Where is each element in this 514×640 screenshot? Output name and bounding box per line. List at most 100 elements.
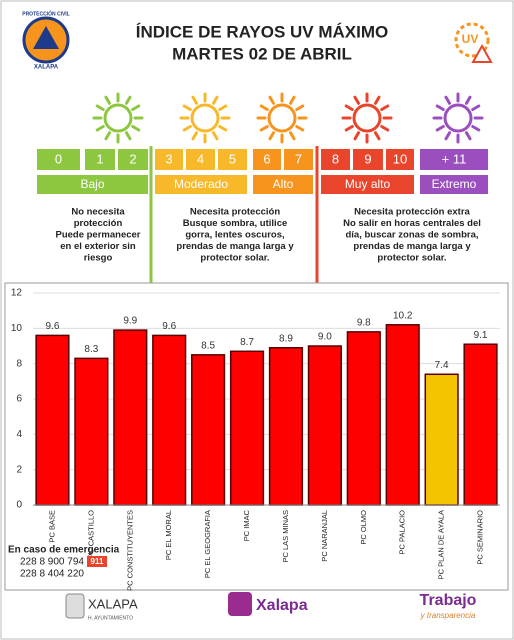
value-label: 8.3 [84,344,98,355]
value-label: 7.4 [435,360,449,371]
footer-right-sub: y transparencia [420,611,476,620]
level-name: Moderado [174,177,228,191]
footer-right: Trabajo [420,592,477,609]
x-tick-label: PC OLMO [359,510,368,545]
y-tick-label: 4 [16,429,22,440]
sun-ray [218,104,228,111]
bar [385,324,420,506]
advice-line: No salir en horas centrales del [343,218,481,229]
x-tick-label: PC CONSTITUYENTES [125,510,134,591]
sun-ray [380,125,390,132]
scale-step-label: 1 [96,151,103,166]
sun-ray [259,104,269,111]
scale-step-label: 10 [393,151,407,166]
sun-ray [95,104,105,111]
advice-line: riesgo [84,253,113,264]
sun [103,103,133,133]
emergency-badge-bg [87,556,107,567]
value-label: 9.6 [46,321,60,332]
scale-step-label: 2 [129,151,136,166]
x-tick-label: PC BASE [47,510,56,543]
level-band [155,175,247,194]
advice-line: prendas de manga larga y [176,241,294,252]
bar [307,345,342,506]
bar [229,350,265,506]
x-tick-label: PC EL GEOGRAFIA [203,510,212,578]
x-tick-label: PC CASTILLO [86,510,95,559]
advice-line: Necesita protección extra [354,207,470,218]
sun-ray [131,104,141,111]
advice-line: Necesita protección [190,207,280,218]
subtitle: MARTES 02 DE ABRIL [172,44,352,63]
y-tick-label: 12 [11,288,23,299]
y-tick-label: 8 [16,358,22,369]
value-label: 9.9 [123,316,137,327]
sun-ray [295,125,305,132]
y-tick-label: 6 [16,394,22,405]
level-name: Extremo [432,177,477,191]
sun-ray [125,95,132,105]
advice-line: en el exterior sin [60,241,136,252]
sun-ray [104,131,111,141]
scale-step-label: 5 [229,151,236,166]
bar [35,334,70,506]
scale-step-label: 6 [263,151,270,166]
sun-ray [212,131,219,141]
sun-ray [191,95,198,105]
sun-ray [344,125,354,132]
advice-line: día, buscar zonas de sombra, [345,230,478,241]
scale-step [321,149,350,170]
x-tick-label: PC NARANJAL [320,510,329,562]
logo-text: XALAPA [34,65,59,71]
advice-line: protector solar. [200,253,269,264]
sun-ray [95,125,105,132]
x-tick-label: PC PLAN DE AYALA [437,510,446,579]
scale-step [420,149,488,170]
x-tick-label: PC EL MORAL [164,510,173,560]
sun-ray [353,95,360,105]
xalapa-logo [228,592,252,616]
sun-ray [295,104,305,111]
sun-ray [471,104,481,111]
scale-step [386,149,414,170]
y-tick-label: 10 [11,323,23,334]
phone: 228 8 404 220 [20,569,84,580]
sun-ray [465,95,472,105]
sun-ray [374,95,381,105]
value-label: 8.5 [201,340,215,351]
bar [424,373,459,506]
advice-line: No necesita [71,207,125,218]
sun-ray [374,131,381,141]
footer-left-sub: H. AYUNTAMIENTO [88,615,133,621]
sun-ray [218,125,228,132]
scale-step-label: 8 [332,151,339,166]
sun-ray [435,125,445,132]
bar [74,357,109,506]
y-tick-label: 2 [16,464,22,475]
sun-ray [182,125,192,132]
level-band [321,175,414,194]
bar [191,354,226,506]
sun [352,103,382,133]
emergency-title: En caso de emergencia [8,545,120,556]
advice-line: gorra, lentes oscuros, [185,230,284,241]
sun-ray [444,131,451,141]
value-label: 9.0 [318,332,332,343]
scale-step [155,149,183,170]
advice-line: Busque sombra, utilice [183,218,288,229]
logo-triangle [33,26,59,49]
bar [463,343,498,506]
uv-badge: UV [462,32,479,46]
scale-step-label: 7 [295,151,302,166]
value-label: 8.9 [279,333,293,344]
scale-step-label: 4 [197,151,204,166]
city-crest [65,593,85,619]
sun-ray [182,104,192,111]
x-tick-label: PC SEMINARIO [476,510,485,565]
sun-ray [104,95,111,105]
level-band [420,175,488,194]
level-band [37,175,148,194]
scale-step [186,149,215,170]
x-tick-label: PC LAS MINAS [281,510,290,563]
